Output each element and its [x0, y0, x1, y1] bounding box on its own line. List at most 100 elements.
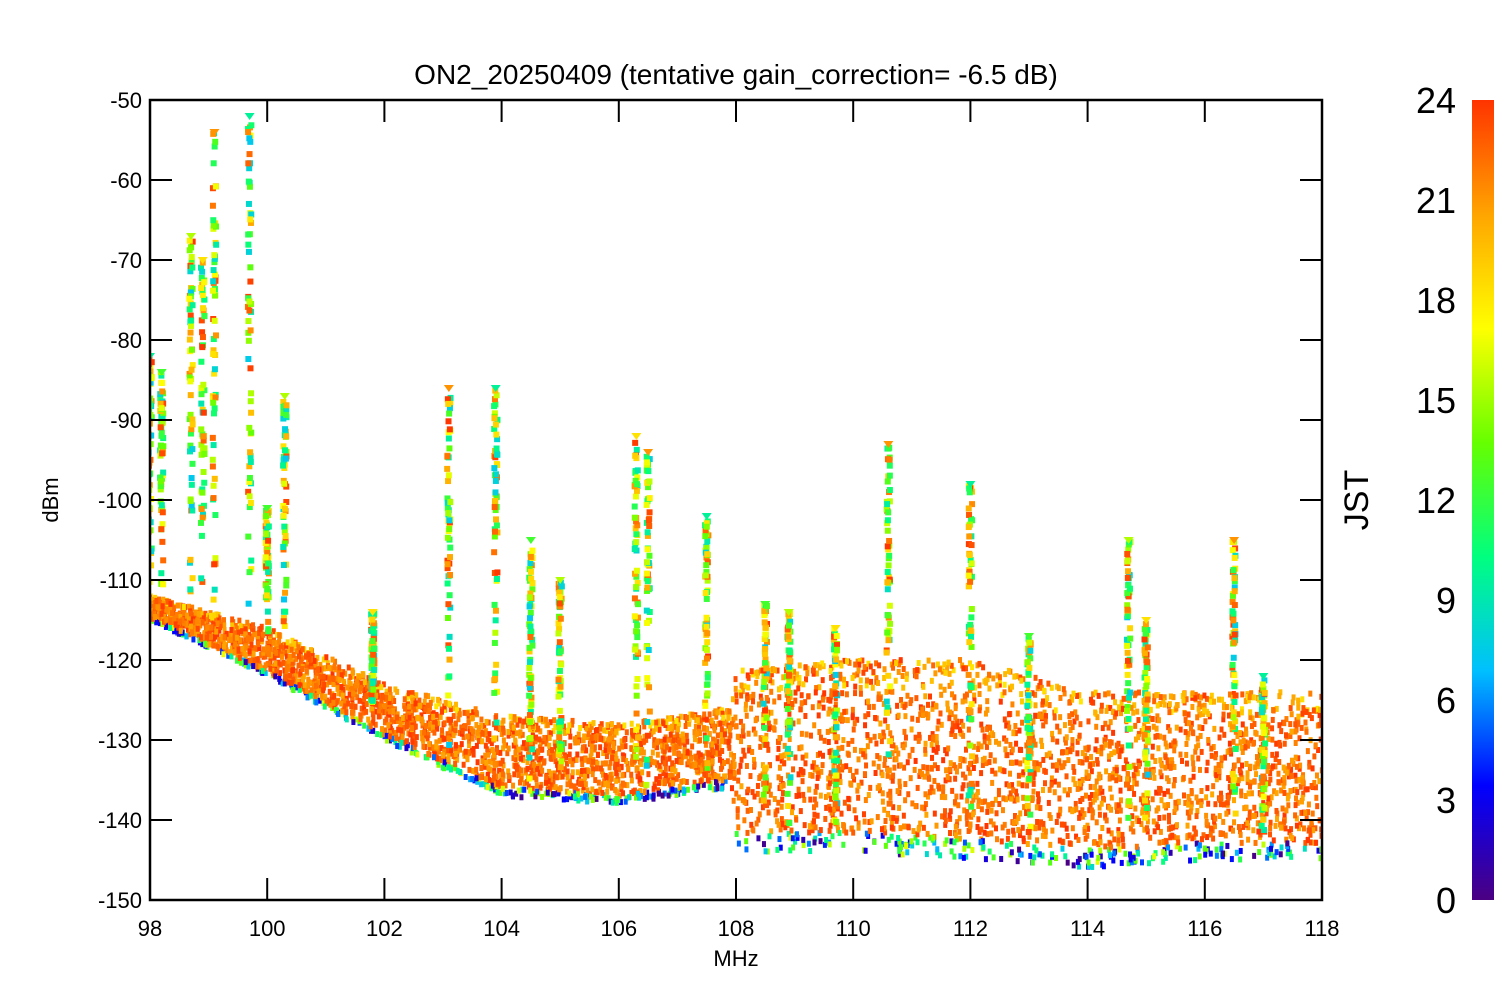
noise-point: [1204, 818, 1209, 825]
noise-point: [991, 732, 996, 739]
noise-point: [222, 634, 227, 641]
noise-point: [855, 787, 860, 794]
noise-point: [791, 844, 796, 851]
noise-point: [486, 765, 491, 772]
noise-point: [350, 709, 355, 716]
noise-point: [953, 832, 958, 839]
noise-point: [1219, 846, 1224, 853]
noise-point: [552, 717, 557, 724]
noise-point: [833, 695, 838, 702]
noise-point: [1162, 814, 1167, 821]
noise-point: [495, 789, 500, 796]
noise-point: [1306, 827, 1311, 834]
noise-point: [744, 712, 749, 719]
noise-point: [490, 747, 495, 754]
noise-point: [1034, 760, 1039, 767]
noise-point: [555, 762, 560, 769]
noise-point: [667, 736, 672, 743]
noise-point: [1021, 676, 1026, 683]
noise-point: [888, 730, 893, 737]
noise-point: [308, 679, 313, 686]
noise-point: [885, 724, 890, 731]
noise-point: [603, 794, 608, 801]
noise-point: [581, 744, 586, 751]
noise-point: [404, 745, 409, 752]
noise-point: [630, 754, 635, 761]
noise-point: [327, 664, 332, 671]
noise-point: [565, 727, 570, 734]
noise-point: [807, 829, 812, 836]
noise-point: [603, 742, 608, 749]
noise-point: [236, 629, 241, 636]
noise-point: [993, 738, 998, 745]
noise-point: [1011, 819, 1016, 826]
noise-point: [1231, 738, 1236, 745]
chart-title: ON2_20250409 (tentative gain_correction=…: [414, 59, 1058, 90]
noise-point: [1009, 849, 1014, 856]
noise-point: [240, 628, 245, 635]
noise-point: [254, 656, 259, 663]
noise-point: [1070, 741, 1075, 748]
noise-point: [726, 739, 731, 746]
noise-point: [970, 847, 975, 854]
noise-point: [875, 753, 880, 760]
noise-point: [291, 644, 296, 651]
noise-point: [746, 674, 751, 681]
noise-point: [382, 709, 387, 716]
noise-point: [1158, 701, 1163, 708]
noise-point: [656, 787, 661, 794]
noise-point: [745, 695, 750, 702]
noise-point: [403, 705, 408, 712]
noise-point: [967, 760, 972, 767]
noise-point: [982, 829, 987, 836]
noise-point: [412, 706, 417, 713]
noise-point: [1107, 775, 1112, 782]
noise-point: [205, 624, 210, 631]
noise-point: [922, 773, 927, 780]
noise-point: [341, 669, 346, 676]
noise-point: [990, 767, 995, 774]
noise-point: [150, 615, 155, 622]
noise-point: [1252, 720, 1257, 727]
noise-point: [436, 758, 441, 765]
noise-point: [682, 743, 687, 750]
noise-point: [1189, 804, 1194, 811]
noise-point: [805, 670, 810, 677]
noise-point: [475, 734, 480, 741]
noise-point: [361, 709, 366, 716]
noise-point: [322, 703, 327, 710]
noise-point: [1133, 736, 1138, 743]
noise-point: [676, 739, 681, 746]
noise-point: [519, 794, 524, 801]
noise-point: [1056, 812, 1061, 819]
noise-point: [1238, 847, 1243, 854]
noise-point: [1301, 825, 1306, 832]
noise-point: [357, 697, 362, 704]
noise-point: [1031, 774, 1036, 781]
noise-point: [498, 789, 503, 796]
noise-point: [622, 781, 627, 788]
noise-point: [1057, 759, 1062, 766]
noise-point: [1166, 812, 1171, 819]
noise-point: [1273, 822, 1278, 829]
noise-point: [306, 676, 311, 683]
noise-point: [827, 827, 832, 834]
noise-point: [1151, 723, 1156, 730]
noise-point: [506, 745, 511, 752]
noise-point: [642, 723, 647, 730]
noise-point: [582, 767, 587, 774]
noise-point: [344, 716, 349, 723]
noise-point: [707, 784, 712, 791]
noise-point: [474, 710, 479, 717]
noise-point: [1222, 731, 1227, 738]
noise-point: [434, 750, 439, 757]
noise-point: [844, 763, 849, 770]
noise-point: [351, 719, 356, 726]
noise-point: [862, 747, 867, 754]
noise-point: [1193, 695, 1198, 702]
noise-point: [778, 826, 783, 833]
noise-point: [911, 828, 916, 835]
noise-point: [1091, 699, 1096, 706]
noise-point: [172, 616, 177, 623]
noise-point: [547, 734, 552, 741]
